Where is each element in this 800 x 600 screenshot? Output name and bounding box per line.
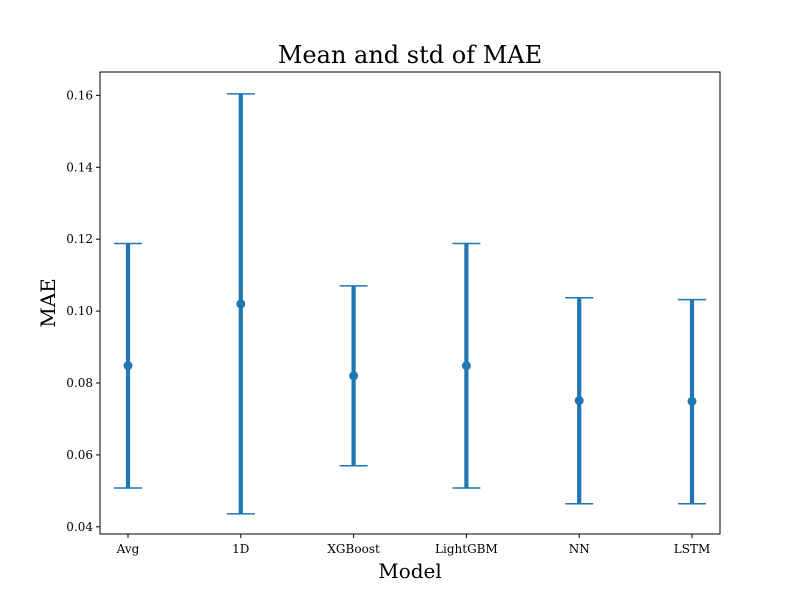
chart-title: Mean and std of MAE <box>278 41 542 69</box>
plot-frame <box>99 71 721 535</box>
y-tick-label: 0.04 <box>66 520 93 534</box>
y-tick-label: 0.06 <box>66 448 93 462</box>
plot-area: 0.04 0.06 0.08 0.10 0.12 0.14 0.16 Avg 1D XGBoost… <box>66 88 710 556</box>
x-axis-label: Model <box>378 559 442 583</box>
x-tick-label: LSTM <box>674 542 710 556</box>
mean-point <box>349 371 359 381</box>
y-tick-label: 0.16 <box>66 88 93 102</box>
x-tick-label: XGBoost <box>327 542 380 556</box>
y-tick-label: 0.12 <box>66 232 93 246</box>
y-axis-label: MAE <box>36 278 60 328</box>
x-tick-label: LightGBM <box>435 542 498 556</box>
y-tick-label: 0.10 <box>66 304 93 318</box>
mean-point <box>574 396 584 406</box>
mean-point <box>687 396 697 406</box>
x-tick-label: Avg <box>116 542 140 556</box>
mean-point <box>236 299 246 309</box>
mean-point <box>123 361 133 371</box>
mean-point <box>461 361 471 371</box>
x-tick-label: 1D <box>232 542 249 556</box>
y-tick-label: 0.14 <box>66 160 93 174</box>
x-tick-label: NN <box>569 542 590 556</box>
y-tick-label: 0.08 <box>66 376 93 390</box>
